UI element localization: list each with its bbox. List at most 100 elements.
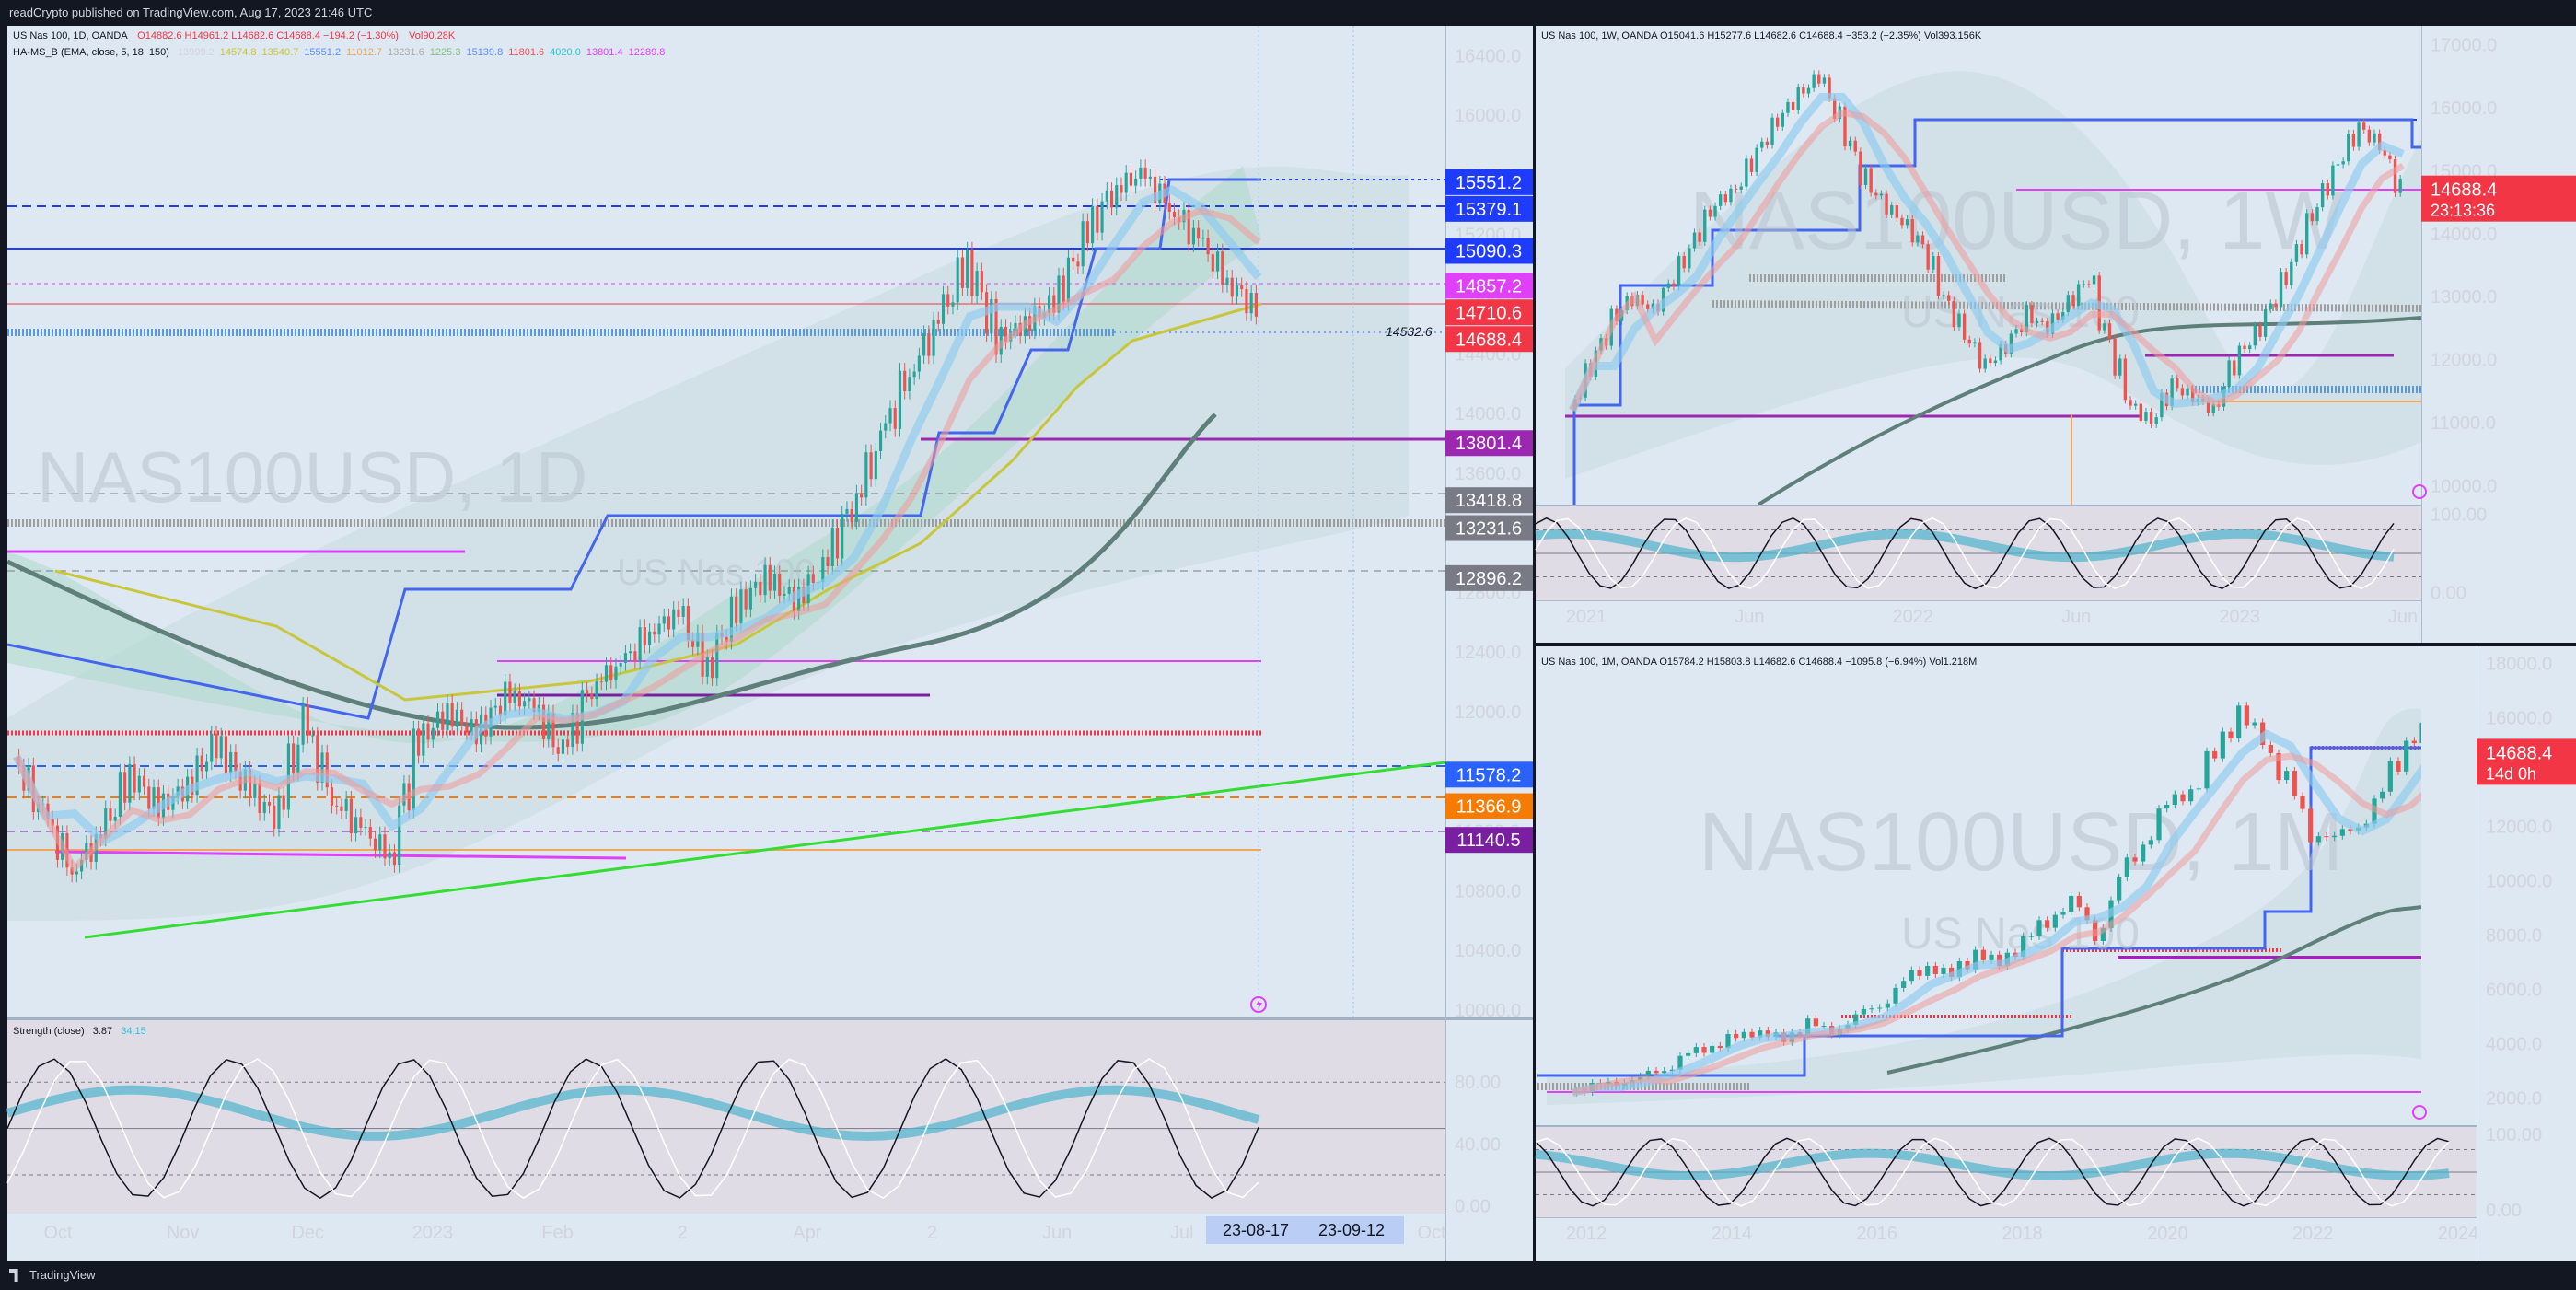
daily-legend-indicator-name: HA-MS_B (EMA, close, 5, 18, 150) [13, 47, 169, 58]
candle-body [1885, 1003, 1890, 1008]
monthly-y-tick: 12000.0 [2486, 818, 2552, 838]
candle-body [1926, 244, 1930, 270]
daily-pane-separator [7, 1017, 1533, 1020]
candle-body [508, 681, 512, 704]
weekly-y-tick: 14000.0 [2431, 225, 2497, 245]
weekly-indicator-bands [1535, 517, 2421, 590]
candle-body [1124, 172, 1128, 193]
lightning-icon[interactable] [1250, 996, 1267, 1013]
weekly-x-tick: Jun [2388, 607, 2418, 627]
monthly-y-tick: 8000.0 [2486, 926, 2542, 947]
candle-body [763, 564, 767, 596]
indicator-strength-band [1535, 529, 2395, 563]
candle-body [1853, 1014, 1859, 1025]
monthly-price-tag-box [2477, 738, 2576, 785]
weekly-y-tick: 11000.0 [2431, 413, 2496, 434]
daily-legend-indicator-value: 15139.8 [466, 47, 503, 58]
candle-body [1713, 205, 1717, 217]
daily-price-tag-box [1445, 487, 1533, 514]
candle-body [258, 783, 261, 814]
candle-body [1917, 970, 1922, 976]
candle-body [1646, 304, 1650, 309]
monthly-indicator-tick: 0.00 [2486, 1201, 2522, 1221]
candle-body [990, 298, 993, 334]
monthly-time-axis[interactable]: 2012 2014 2016 2018 2020 2022 2024 [1566, 1224, 2479, 1244]
candle-body [2237, 345, 2242, 376]
candle-body [830, 527, 834, 567]
candle-body [739, 589, 743, 623]
candle-body [80, 859, 84, 872]
candle-body [2248, 345, 2252, 350]
daily-price-tag-box [1445, 430, 1533, 457]
candle-body [1879, 193, 1884, 196]
candle-body [2206, 401, 2210, 413]
candle-body [2331, 165, 2335, 196]
candle-body [316, 735, 319, 783]
candle-body [2258, 325, 2262, 337]
daily-watermark: NAS100USD, 1D [37, 436, 587, 517]
daily-legend-indicator-value: 13540.7 [262, 47, 299, 58]
weekly-time-axis[interactable]: 2021 Jun 2022 Jun 2023 Jun [1566, 607, 2418, 627]
candle-body [498, 705, 503, 716]
daily-indicator-tick: 40.00 [1455, 1134, 1501, 1155]
candle-body [1893, 987, 1898, 1004]
candle-body [1781, 112, 1785, 127]
candle-body [1848, 140, 1852, 147]
candle-body [629, 651, 632, 654]
candle-body [1941, 967, 1946, 974]
daily-legend-indicator-value: 12289.8 [629, 47, 666, 58]
candle-body [1692, 232, 1697, 249]
lightning-glyph [1256, 999, 1262, 1010]
candle-body [2123, 358, 2128, 401]
candle-body [754, 581, 758, 588]
candle-body [2263, 308, 2268, 337]
candle-body [922, 332, 926, 356]
indicator-oscillator-dark [6, 1058, 1259, 1200]
candle-body [1677, 256, 1681, 287]
candle-body [2154, 417, 2158, 424]
candle-body [417, 728, 421, 756]
candle-body [1821, 1026, 1827, 1028]
candle-body [229, 751, 233, 774]
candle-body [2124, 857, 2129, 878]
daily-price-tag-value: 15090.3 [1456, 242, 1522, 262]
candle-body [912, 371, 916, 378]
monthly-x-tick: 2022 [2292, 1224, 2334, 1244]
monthly-lightning-icon[interactable] [2412, 1105, 2427, 1120]
daily-stepped-yellow-line [54, 302, 1262, 702]
candle-body [1235, 285, 1239, 297]
candle-body [2305, 213, 2309, 255]
candle-body [1905, 219, 1909, 226]
candle-body [2362, 122, 2366, 130]
candle-body [2383, 149, 2386, 156]
daily-price-tag-box [1445, 761, 1533, 788]
candle-body [2113, 338, 2117, 376]
panel-splitter-horizontal[interactable] [1536, 643, 2576, 646]
candle-body [2341, 161, 2345, 165]
weekly-lightning-icon[interactable] [2412, 484, 2427, 499]
candle-body [1983, 358, 1987, 369]
candle-body [1869, 1008, 1874, 1010]
daily-y-tick: 10000.0 [1455, 1001, 1521, 1021]
candle-body [1980, 949, 1986, 960]
candle-body [262, 801, 266, 814]
candle-body [1813, 1018, 1818, 1027]
candle-body [137, 775, 141, 793]
candle-body [2118, 358, 2122, 376]
daily-indicator-tick: 0.00 [1455, 1197, 1491, 1217]
daily-alert-icon[interactable] [1250, 996, 1267, 1013]
strength-bands [6, 1058, 1445, 1200]
candle-body [1004, 326, 1008, 342]
candle-body [787, 587, 791, 594]
monthly-x-tick: 2024 [2438, 1224, 2479, 1244]
panel-splitter-vertical[interactable] [1533, 26, 1536, 1261]
candle-body [330, 787, 334, 806]
candle-body [898, 370, 902, 429]
daily-price-tag-box [1445, 827, 1533, 854]
candle-body [2133, 403, 2138, 406]
candle-body [783, 593, 786, 596]
weekly-price-tag-box [2421, 175, 2576, 222]
candle-body [2186, 388, 2189, 396]
